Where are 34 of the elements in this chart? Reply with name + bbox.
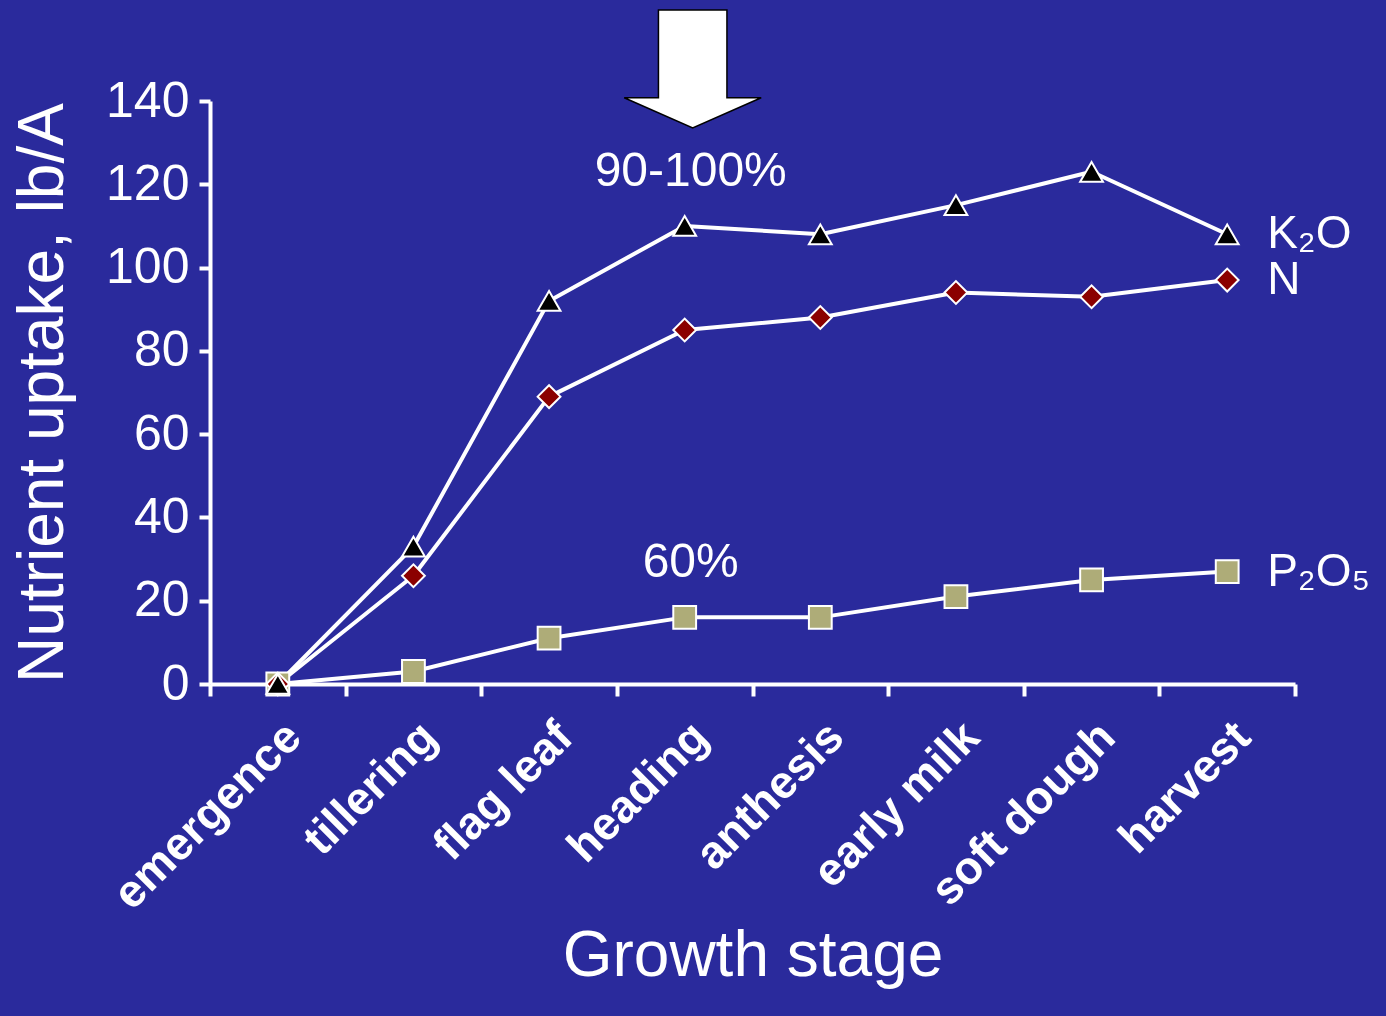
point <box>1079 284 1104 310</box>
point <box>672 215 698 237</box>
point <box>536 625 562 651</box>
annotation: 60% <box>642 534 739 588</box>
point <box>536 290 562 312</box>
point <box>807 223 833 246</box>
point <box>401 563 426 589</box>
point <box>943 194 969 216</box>
point <box>672 604 698 630</box>
y-axis-title: Nutrient uptake, lb/A <box>5 102 78 683</box>
point <box>1079 160 1104 183</box>
y-tick-label: 0 <box>161 654 190 711</box>
y-tick-label: 120 <box>106 154 190 211</box>
y-tick-label: 140 <box>106 71 190 128</box>
point <box>943 280 969 305</box>
series-label: P₂O₅ <box>1267 543 1371 596</box>
y-tick-label: 20 <box>133 571 190 628</box>
point <box>807 604 833 630</box>
point <box>672 317 698 343</box>
point <box>1214 223 1240 246</box>
annotation: 90-100% <box>594 142 787 196</box>
point <box>536 384 562 410</box>
y-tick-label: 60 <box>133 404 190 461</box>
point <box>1079 567 1104 593</box>
point <box>401 659 426 684</box>
x-axis-title: Growth stage <box>562 917 944 990</box>
point <box>943 584 969 609</box>
point <box>1214 267 1240 293</box>
point <box>807 305 833 330</box>
y-tick-label: 80 <box>133 321 190 378</box>
y-tick-label: 100 <box>106 238 190 295</box>
y-tick-label: 40 <box>133 487 190 544</box>
point <box>401 535 426 558</box>
point <box>1214 559 1240 584</box>
